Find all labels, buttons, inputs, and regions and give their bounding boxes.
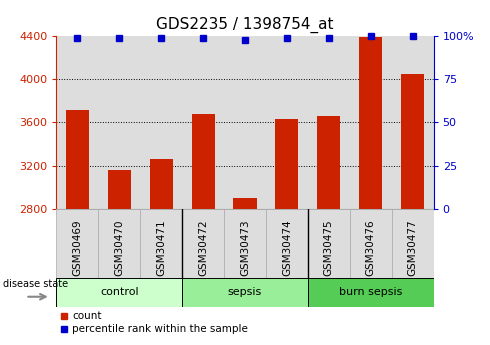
- Bar: [392, 209, 434, 278]
- Bar: [392, 36, 434, 209]
- Text: GSM30474: GSM30474: [282, 219, 292, 276]
- Bar: [140, 36, 182, 209]
- Text: GSM30469: GSM30469: [73, 219, 82, 276]
- Bar: [149, 159, 172, 209]
- Bar: [401, 74, 424, 209]
- Bar: [224, 36, 266, 209]
- Text: GSM30476: GSM30476: [366, 219, 376, 276]
- Text: burn sepsis: burn sepsis: [339, 287, 402, 297]
- Bar: [56, 278, 182, 307]
- Bar: [56, 209, 98, 278]
- Bar: [192, 114, 215, 209]
- Bar: [98, 36, 140, 209]
- Text: GSM30473: GSM30473: [240, 219, 250, 276]
- Title: GDS2235 / 1398754_at: GDS2235 / 1398754_at: [156, 17, 334, 33]
- Bar: [224, 209, 266, 278]
- Bar: [182, 36, 224, 209]
- Bar: [182, 209, 224, 278]
- Bar: [56, 36, 98, 209]
- Text: disease state: disease state: [3, 279, 68, 289]
- Legend: count, percentile rank within the sample: count, percentile rank within the sample: [56, 307, 252, 338]
- Text: control: control: [100, 287, 139, 297]
- Bar: [182, 278, 308, 307]
- Bar: [308, 278, 434, 307]
- Text: GSM30475: GSM30475: [324, 219, 334, 276]
- Bar: [266, 36, 308, 209]
- Text: sepsis: sepsis: [228, 287, 262, 297]
- Bar: [308, 209, 350, 278]
- Bar: [350, 36, 392, 209]
- Bar: [66, 109, 89, 209]
- Bar: [318, 116, 341, 209]
- Bar: [266, 209, 308, 278]
- Bar: [350, 209, 392, 278]
- Bar: [98, 209, 140, 278]
- Text: GSM30471: GSM30471: [156, 219, 166, 276]
- Bar: [233, 198, 257, 209]
- Bar: [108, 170, 131, 209]
- Bar: [308, 36, 350, 209]
- Text: GSM30472: GSM30472: [198, 219, 208, 276]
- Text: GSM30477: GSM30477: [408, 219, 417, 276]
- Text: GSM30470: GSM30470: [114, 219, 124, 276]
- Bar: [359, 37, 382, 209]
- Bar: [140, 209, 182, 278]
- Bar: [275, 119, 298, 209]
